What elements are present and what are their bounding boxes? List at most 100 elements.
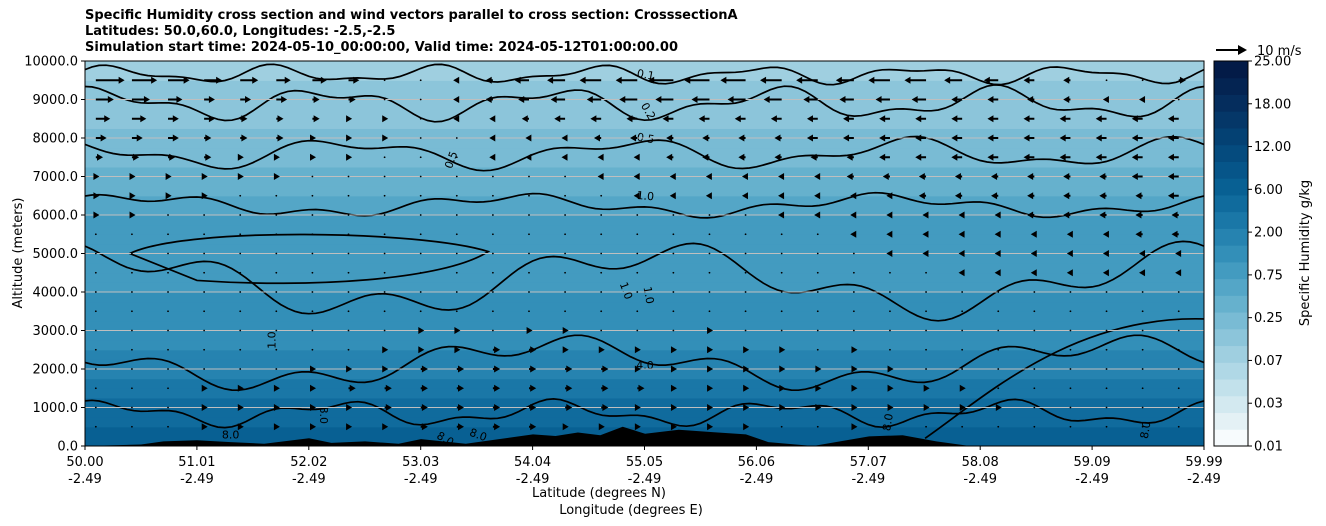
humidity-band bbox=[85, 359, 1204, 370]
wind-vector bbox=[419, 310, 422, 313]
colorbar-tick-label: 2.00 bbox=[1254, 226, 1283, 241]
wind-vector bbox=[925, 310, 927, 313]
humidity-band bbox=[85, 109, 1204, 120]
x-tick-label-longitude: -2.49 bbox=[404, 472, 438, 487]
wind-vector bbox=[997, 291, 1000, 293]
wind-vector bbox=[1033, 406, 1036, 409]
wind-vector bbox=[600, 329, 603, 332]
wind-vector bbox=[1131, 134, 1143, 142]
wind-vector bbox=[203, 271, 206, 274]
quiver-key-label: 10 m/s bbox=[1257, 44, 1302, 59]
wind-vector bbox=[738, 134, 746, 142]
x-tick-label-latitude: 56.06 bbox=[738, 455, 775, 470]
wind-vector bbox=[1167, 115, 1179, 123]
wind-vector bbox=[852, 271, 855, 274]
wind-vector bbox=[1135, 192, 1143, 200]
wind-vector bbox=[518, 96, 529, 103]
wind-vector bbox=[889, 271, 891, 274]
x-tick-label-longitude: -2.49 bbox=[628, 472, 662, 487]
colorbar-tick-label: 0.01 bbox=[1254, 440, 1283, 455]
terrain-fill bbox=[85, 426, 1204, 446]
humidity-band bbox=[85, 349, 1204, 360]
wind-vector bbox=[311, 214, 314, 216]
wind-vector bbox=[273, 404, 280, 411]
wind-vector bbox=[491, 329, 494, 332]
wind-vector bbox=[597, 153, 604, 161]
horizontal-gridlines bbox=[85, 60, 1204, 408]
wind-vector bbox=[310, 404, 317, 411]
wind-vector bbox=[1139, 250, 1146, 257]
x-tick-label-longitude: -2.49 bbox=[68, 472, 102, 487]
colorbar-frame bbox=[1213, 60, 1249, 447]
wind-vector bbox=[131, 115, 147, 123]
humidity-band bbox=[85, 186, 1204, 197]
wind-vector bbox=[634, 404, 641, 411]
x-tick-label-latitude: 57.07 bbox=[850, 455, 887, 470]
wind-vector bbox=[565, 365, 573, 373]
x-tick-label-longitude: -2.49 bbox=[516, 472, 550, 487]
wind-vector bbox=[1171, 211, 1179, 219]
wind-vector bbox=[491, 310, 494, 313]
wind-vector bbox=[1033, 425, 1036, 428]
x-tick-label-longitude: -2.49 bbox=[1075, 472, 1109, 487]
wind-vector bbox=[201, 192, 208, 200]
colorbar-segment bbox=[1214, 261, 1248, 280]
wind-vector bbox=[203, 310, 206, 313]
wind-vector bbox=[1095, 153, 1107, 161]
wind-vector bbox=[383, 98, 386, 101]
wind-vector bbox=[95, 76, 125, 84]
wind-vector bbox=[455, 252, 458, 255]
wind-vector bbox=[93, 192, 100, 200]
wind-vector bbox=[346, 134, 353, 142]
wind-vector bbox=[846, 173, 854, 180]
wind-vector bbox=[131, 76, 158, 84]
wind-vector bbox=[851, 365, 858, 373]
wind-vector bbox=[455, 194, 458, 197]
wind-vector bbox=[1167, 134, 1179, 142]
wind-vector bbox=[815, 384, 822, 392]
wind-vector bbox=[420, 365, 428, 373]
wind-vector bbox=[958, 269, 965, 277]
wind-vector bbox=[382, 115, 389, 123]
humidity-band bbox=[85, 407, 1204, 418]
wind-vector bbox=[705, 192, 712, 200]
wind-vector bbox=[600, 271, 603, 274]
wind-vector bbox=[564, 252, 566, 255]
wind-vector bbox=[528, 271, 530, 274]
wind-vector bbox=[743, 384, 750, 392]
colorbar-segment bbox=[1214, 161, 1248, 179]
wind-vector bbox=[131, 153, 140, 161]
wind-vector bbox=[201, 384, 208, 392]
wind-vector bbox=[816, 291, 819, 293]
wind-vector bbox=[633, 192, 640, 200]
wind-vector bbox=[597, 173, 604, 180]
wind-vector bbox=[852, 329, 855, 332]
wind-vector bbox=[705, 173, 712, 180]
wind-vector bbox=[420, 384, 428, 392]
wind-vector bbox=[882, 173, 890, 180]
wind-vector bbox=[684, 76, 710, 84]
wind-vector bbox=[311, 252, 314, 255]
wind-vector bbox=[1023, 115, 1035, 123]
wind-vector bbox=[203, 368, 206, 370]
wind-vector bbox=[275, 194, 278, 197]
wind-vector bbox=[816, 425, 819, 428]
wind-vector bbox=[961, 425, 964, 428]
wind-vector bbox=[1023, 134, 1035, 142]
contour-line bbox=[127, 233, 491, 285]
wind-vector bbox=[600, 291, 603, 293]
wind-vector bbox=[1141, 79, 1144, 82]
wind-vector bbox=[922, 250, 929, 257]
wind-vector bbox=[672, 291, 675, 293]
wind-vector bbox=[987, 134, 999, 142]
wind-vector bbox=[346, 365, 353, 373]
wind-vector bbox=[347, 233, 350, 236]
wind-vector bbox=[382, 346, 389, 354]
colorbar-tick-label: 25.00 bbox=[1254, 55, 1291, 70]
wind-vector bbox=[564, 291, 566, 293]
wind-vector bbox=[662, 115, 674, 123]
wind-vector bbox=[167, 348, 169, 351]
wind-vector bbox=[672, 233, 675, 236]
wind-vector bbox=[670, 346, 677, 354]
wind-vector bbox=[418, 327, 425, 334]
